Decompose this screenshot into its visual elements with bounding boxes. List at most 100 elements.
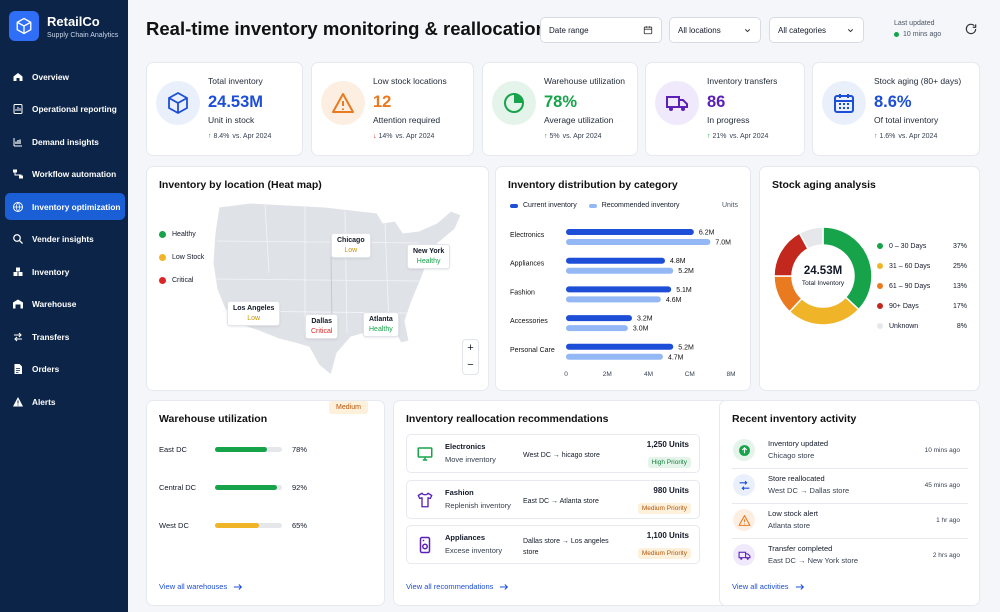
activity-row[interactable]: Low stock alert Atlanta store 1 hr ago xyxy=(732,506,968,539)
legend-label: Healthy xyxy=(172,231,196,238)
arrow-up-icon: ↑ xyxy=(874,133,880,140)
warehouse-name: East DC xyxy=(159,445,187,454)
sidebar-item-vender-insights[interactable]: Vender insights xyxy=(5,226,125,253)
sidebar-item-label: Alerts xyxy=(32,396,56,407)
shuffle-icon xyxy=(733,474,755,496)
bar-recommended[interactable] xyxy=(566,325,628,332)
zoom-out-button[interactable]: − xyxy=(467,359,474,371)
aging-legend-item: 61 – 90 Days 13% xyxy=(877,276,967,296)
locations-select[interactable]: All locations xyxy=(669,17,761,43)
bar-data-label: 4.8M xyxy=(670,258,686,265)
recommended-swatch xyxy=(588,203,597,208)
view-all-activities-link[interactable]: View all activities xyxy=(732,582,805,591)
bar-current[interactable] xyxy=(566,315,632,322)
sidebar-item-overview[interactable]: Overview xyxy=(5,63,125,90)
warning-icon xyxy=(733,509,755,531)
warehouse-icon xyxy=(12,298,24,310)
current-swatch xyxy=(510,203,518,208)
recommendation-row[interactable]: Electronics Move inventory West DC → hicag… xyxy=(406,434,700,473)
kpi-delta: ↑ 21% vs. Apr 2024 xyxy=(707,133,768,140)
bar-data-label: 5.2M xyxy=(678,344,694,351)
kpi-value: 12 xyxy=(373,93,392,111)
activity-row[interactable]: Inventory updated Chicago store 10 mins ag… xyxy=(732,436,968,469)
sidebar-item-label: Inventory xyxy=(32,266,70,277)
city-name: Atlanta xyxy=(369,316,393,323)
city-callout[interactable]: Atlanta Healthy xyxy=(363,312,399,337)
zoom-in-button[interactable]: + xyxy=(467,342,474,354)
city-callout[interactable]: Chicago Low xyxy=(331,233,371,258)
bar-recommended[interactable] xyxy=(566,267,674,274)
activity-time: 2 hrs ago xyxy=(932,552,960,559)
us-map[interactable] xyxy=(205,193,485,388)
bar-current[interactable] xyxy=(566,286,672,293)
last-updated-label: Last updated xyxy=(894,20,935,27)
sidebar-item-demand-insights[interactable]: Demand insights xyxy=(5,128,125,155)
kpi-label: Low stock locations xyxy=(373,76,447,86)
bar-current[interactable] xyxy=(566,229,694,235)
bar-recommended[interactable] xyxy=(566,239,711,245)
route-from: West DC xyxy=(523,452,551,459)
recommendation-row[interactable]: Fashion Replenish inventory East DC → Atla… xyxy=(406,479,700,519)
refresh-icon[interactable] xyxy=(964,22,978,36)
kpi-card[interactable]: Inventory transfers 86 In progress ↑ 21% vs.… xyxy=(645,62,805,156)
aging-donut-chart xyxy=(773,226,873,326)
sidebar-item-inventory[interactable]: Inventory xyxy=(5,258,125,285)
kpi-card[interactable]: Stock aging (80+ days) 8.6% Of total inven… xyxy=(812,62,980,156)
reallocation-title: Inventory reallocation recommendations xyxy=(406,413,609,425)
sidebar-item-inventory-optimization[interactable]: Inventory optimization xyxy=(5,193,125,220)
sidebar-item-alerts[interactable]: Alerts xyxy=(5,388,125,415)
bar-data-label: 6.2M xyxy=(699,230,715,237)
bar-current[interactable] xyxy=(566,343,674,350)
kpi-delta: ↑ 8.4% vs. Apr 2024 xyxy=(208,133,271,140)
kpi-card[interactable]: Warehouse utilization 78% Average utilizat… xyxy=(482,62,638,156)
route-from: Dallas store xyxy=(523,538,560,545)
sidebar-item-label: Demand insights xyxy=(32,136,99,147)
activity-detail: West DC → Dallas store xyxy=(768,486,850,495)
view-all-recommendations-link[interactable]: View all recommendations xyxy=(406,582,509,591)
sidebar-item-workflow-automation[interactable]: Workflow automation xyxy=(5,161,125,188)
kpi-delta-value: 5% xyxy=(549,133,560,140)
sidebar-nav: Overview Operational reporting Demand insi… xyxy=(5,63,125,421)
brand[interactable]: RetailCo Supply Chain Analytics xyxy=(9,11,118,41)
city-callout[interactable]: Los Angeles Low xyxy=(227,301,281,326)
kpi-subtitle: Attention required xyxy=(373,115,441,125)
route: East DC → Atlanta store xyxy=(523,496,611,507)
donut-slice[interactable] xyxy=(798,226,824,250)
last-updated-value: 10 mins ago xyxy=(903,31,942,38)
view-all-activities-text: View all activities xyxy=(732,582,789,591)
kpi-delta-compare: vs. Apr 2024 xyxy=(395,133,435,140)
home-icon xyxy=(12,71,24,83)
aging-legend-item: Unknown 8% xyxy=(877,316,967,336)
date-range-picker[interactable]: Date range xyxy=(540,17,662,43)
kpi-label: Inventory transfers xyxy=(707,76,778,86)
sidebar-item-orders[interactable]: Orders xyxy=(5,356,125,383)
sidebar-item-transfers[interactable]: Transfers xyxy=(5,323,125,350)
bar-data-label: 7.0M xyxy=(715,240,731,247)
kpi-card[interactable]: Low stock locations 12 Attention required ↓… xyxy=(311,62,474,156)
recommendation-category: Fashion xyxy=(445,487,474,497)
sidebar-item-operational-reporting[interactable]: Operational reporting xyxy=(5,96,125,123)
city-callout[interactable]: Dallas Critical xyxy=(305,314,339,339)
x-tick-label: 8M xyxy=(726,371,735,378)
aging-legend-label: 61 – 90 Days xyxy=(889,282,931,290)
view-all-warehouses-link[interactable]: View all warehouses xyxy=(159,582,243,591)
recommendation-row[interactable]: Appliances Excese inventory Dallas store →… xyxy=(406,525,700,564)
city-callout[interactable]: New York Healthy xyxy=(407,244,451,269)
utilization-value: 78% xyxy=(292,445,308,454)
city-name: Los Angeles xyxy=(233,305,275,312)
categories-select[interactable]: All categories xyxy=(769,17,864,43)
bar-recommended[interactable] xyxy=(566,353,663,360)
sidebar-item-warehouse[interactable]: Warehouse xyxy=(5,291,125,318)
activity-row[interactable]: Store reallocated West DC → Dallas store 4… xyxy=(732,471,968,504)
arrow-right-icon: → xyxy=(549,497,560,505)
arrow-up-circle-icon xyxy=(733,439,755,461)
bar-current[interactable] xyxy=(566,257,665,264)
utilization-bar-fill xyxy=(215,523,259,528)
legend-label: Critical xyxy=(172,277,194,284)
kpi-card[interactable]: Total inventory 24.53M Unit in stock ↑ 8.4%… xyxy=(146,62,303,156)
utilization-bar xyxy=(215,447,282,452)
activity-row[interactable]: Transfer completed East DC → New York sto… xyxy=(732,541,968,574)
aging-legend-label: 0 – 30 Days xyxy=(889,242,927,250)
bar-recommended[interactable] xyxy=(566,296,661,303)
page-title: Real-time inventory monitoring & realloc… xyxy=(146,18,547,39)
